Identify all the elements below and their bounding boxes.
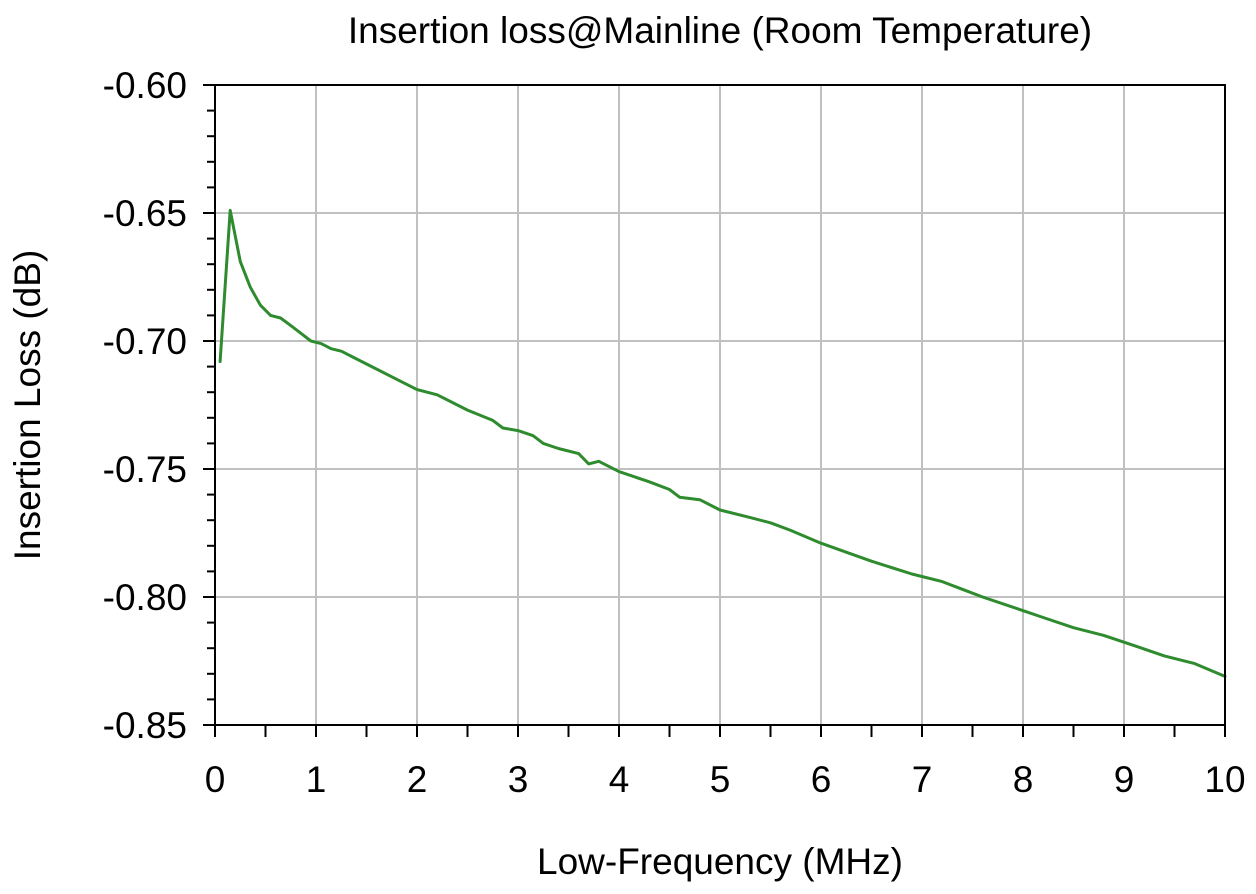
y-tick-label: -0.70: [103, 321, 187, 362]
y-tick-labels: -0.60 -0.65 -0.70 -0.75 -0.80 -0.85: [103, 65, 187, 746]
series-line: [218, 208, 1227, 678]
x-tick-label: 10: [1204, 759, 1245, 800]
chart-title: Insertion loss@Mainline (Room Temperatur…: [348, 10, 1092, 51]
y-tick-label: -0.80: [103, 577, 187, 618]
x-tick-label: 1: [306, 759, 327, 800]
plot-frame: [214, 84, 1226, 726]
x-tick-label: 5: [710, 759, 731, 800]
x-tick-labels: 0 1 2 3 4 5 6 7 8 9 10: [205, 759, 1246, 800]
x-tick-label: 2: [407, 759, 428, 800]
x-tick-label: 8: [1013, 759, 1034, 800]
y-tick-label: -0.85: [103, 705, 187, 746]
y-tick-label: -0.75: [103, 449, 187, 490]
axis-ticks: [203, 84, 1226, 737]
x-tick-label: 0: [205, 759, 226, 800]
x-tick-label: 6: [811, 759, 832, 800]
y-axis-label: Insertion Loss (dB): [7, 250, 48, 561]
grid: [215, 85, 1225, 725]
x-tick-label: 3: [508, 759, 529, 800]
y-tick-label: -0.65: [103, 193, 187, 234]
y-tick-label: -0.60: [103, 65, 187, 106]
x-axis-label: Low-Frequency (MHz): [537, 841, 903, 882]
series-layer: [218, 208, 1227, 678]
x-tick-label: 9: [1114, 759, 1135, 800]
x-tick-label: 7: [912, 759, 933, 800]
x-tick-label: 4: [609, 759, 630, 800]
